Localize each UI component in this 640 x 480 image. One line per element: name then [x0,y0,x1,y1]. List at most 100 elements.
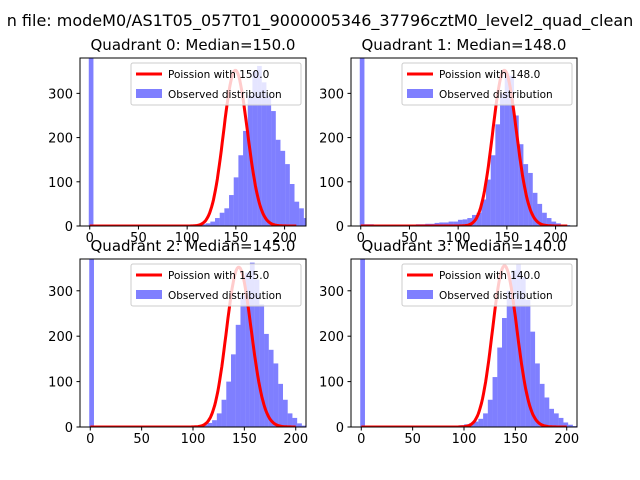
y-tick-label: 300 [319,285,344,300]
subplot-quadrant-2: 0 50 100 150 200 0 100 200 300 Quadrant 2: Median… [48,237,308,447]
histogram-bar [532,192,538,226]
legend-box [401,263,573,307]
figure-suptitle: n file: modeM0/AS1T05_057T01_9000005346_… [7,11,634,31]
histogram-bar [205,223,211,226]
y-tick-label: 0 [65,421,73,436]
x-tick-label: 0 [357,432,365,447]
histogram-bar [525,299,531,427]
legend-bar-swatch [407,89,433,98]
y-tick-label: 100 [48,176,73,191]
histogram-bar [215,218,220,226]
histogram-bar [303,218,306,226]
x-tick-label: 100 [181,432,206,447]
x-tick-label: 100 [446,231,471,246]
x-tick-label: 0 [357,231,365,246]
histogram-bar [240,295,246,427]
histogram-bar [568,424,573,427]
histogram-bar [497,347,503,427]
histogram-bar [243,130,248,226]
y-tick-label: 0 [336,220,344,235]
histogram-bar [275,139,281,226]
histogram-bar [266,95,272,226]
legend-bar-swatch [136,89,162,98]
histogram-bar [235,324,241,427]
x-tick-label: 150 [503,432,528,447]
histogram-bar [282,399,288,427]
x-tick-label: 50 [401,231,418,246]
histogram-bar [200,224,206,226]
histogram-bar [360,259,365,427]
y-tick-label: 0 [65,220,73,235]
subplot-quadrant-0: 0 50 100 150 200 0 100 200 300 Quadrant 0: Median… [48,36,307,246]
histogram-bar [467,218,472,226]
x-tick-label: 200 [554,432,579,447]
legend-label: Poission with 150.0 [168,69,269,81]
histogram-bar [273,363,279,427]
y-tick-label: 100 [319,176,344,191]
histogram-bar [504,73,510,226]
axes-frame [350,57,578,227]
legend-box [130,263,302,307]
histogram-bar [457,219,463,226]
histogram-bar [219,212,225,226]
histogram-bar [558,417,564,427]
histogram-bar [289,184,295,226]
subplot-quadrant-3: 0 50 100 150 200 0 100 200 300 Quadrant 3: Median… [319,237,579,447]
histogram-bar [434,222,440,226]
histogram-bar [268,349,274,427]
histogram-bar [546,218,552,226]
legend-label: Observed distribution [439,89,553,101]
histogram-bar [549,408,554,427]
x-tick-label: 150 [223,231,248,246]
histogram-bar [481,199,487,226]
histogram-bar [238,155,244,226]
legend-label: Poission with 148.0 [439,69,540,81]
y-tick-label: 200 [319,132,344,147]
histogram-bar [542,212,547,226]
axes-frame [79,57,307,227]
legend: Poission with 140.0 Observed distribution [401,263,573,307]
histogram-bar [292,417,298,427]
histogram-bar [88,58,94,226]
y-tick-label: 100 [319,376,344,391]
x-tick-label: 0 [86,432,94,447]
legend-label: Observed distribution [168,89,282,101]
histogram-bar [535,363,540,427]
histogram-bar [294,201,300,226]
y-tick-label: 0 [336,421,344,436]
histogram-bar [453,221,458,226]
histogram-bar [483,413,488,427]
subplot-quadrant-1: 0 50 100 150 200 0 100 200 300 Quadrant 1: Median… [319,36,578,246]
histogram-bar [486,179,491,226]
histogram-bar [229,195,234,226]
x-tick-label: 50 [130,231,147,246]
histogram-bar [473,421,479,427]
x-tick-label: 200 [543,231,568,246]
histogram-bar [478,418,484,427]
x-tick-label: 200 [272,231,297,246]
y-tick-label: 200 [48,330,73,345]
histogram-bar [285,164,290,226]
histogram-bar [271,111,276,226]
legend: Poission with 148.0 Observed distribution [401,62,573,106]
histogram-bar [502,318,507,427]
legend-label: Poission with 140.0 [439,270,540,282]
histogram-bar [518,144,524,226]
subplot-title: Quadrant 2: Median=145.0 [91,237,296,255]
histogram-bar [528,172,533,226]
histogram-bar [439,222,444,226]
legend-box [130,62,302,106]
histogram-bar [490,155,496,226]
histogram-bar [301,425,306,427]
histogram-bar [487,399,493,427]
histogram-bar [254,279,260,427]
histogram-bar [278,383,283,427]
legend-bar-swatch [407,290,433,299]
histogram-bar [207,422,213,427]
histogram-bar [462,219,468,226]
legend-bar-swatch [136,290,162,299]
histogram-bar [231,354,236,427]
histogram-bar [257,65,262,226]
y-tick-label: 300 [48,87,73,102]
